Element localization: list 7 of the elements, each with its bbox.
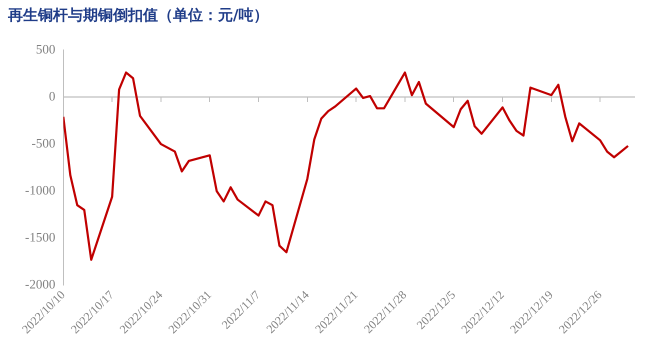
chart-title: 再生铜杆与期铜倒扣值（单位：元/吨） [8,6,268,25]
y-tick-label: -1000 [24,182,56,198]
y-tick-label: -1500 [24,230,56,245]
y-tick-label: 0 [48,88,56,104]
y-tick-label: -2000 [24,276,56,292]
y-tick-label: 500 [36,41,56,56]
y-tick-label: -500 [31,135,56,150]
